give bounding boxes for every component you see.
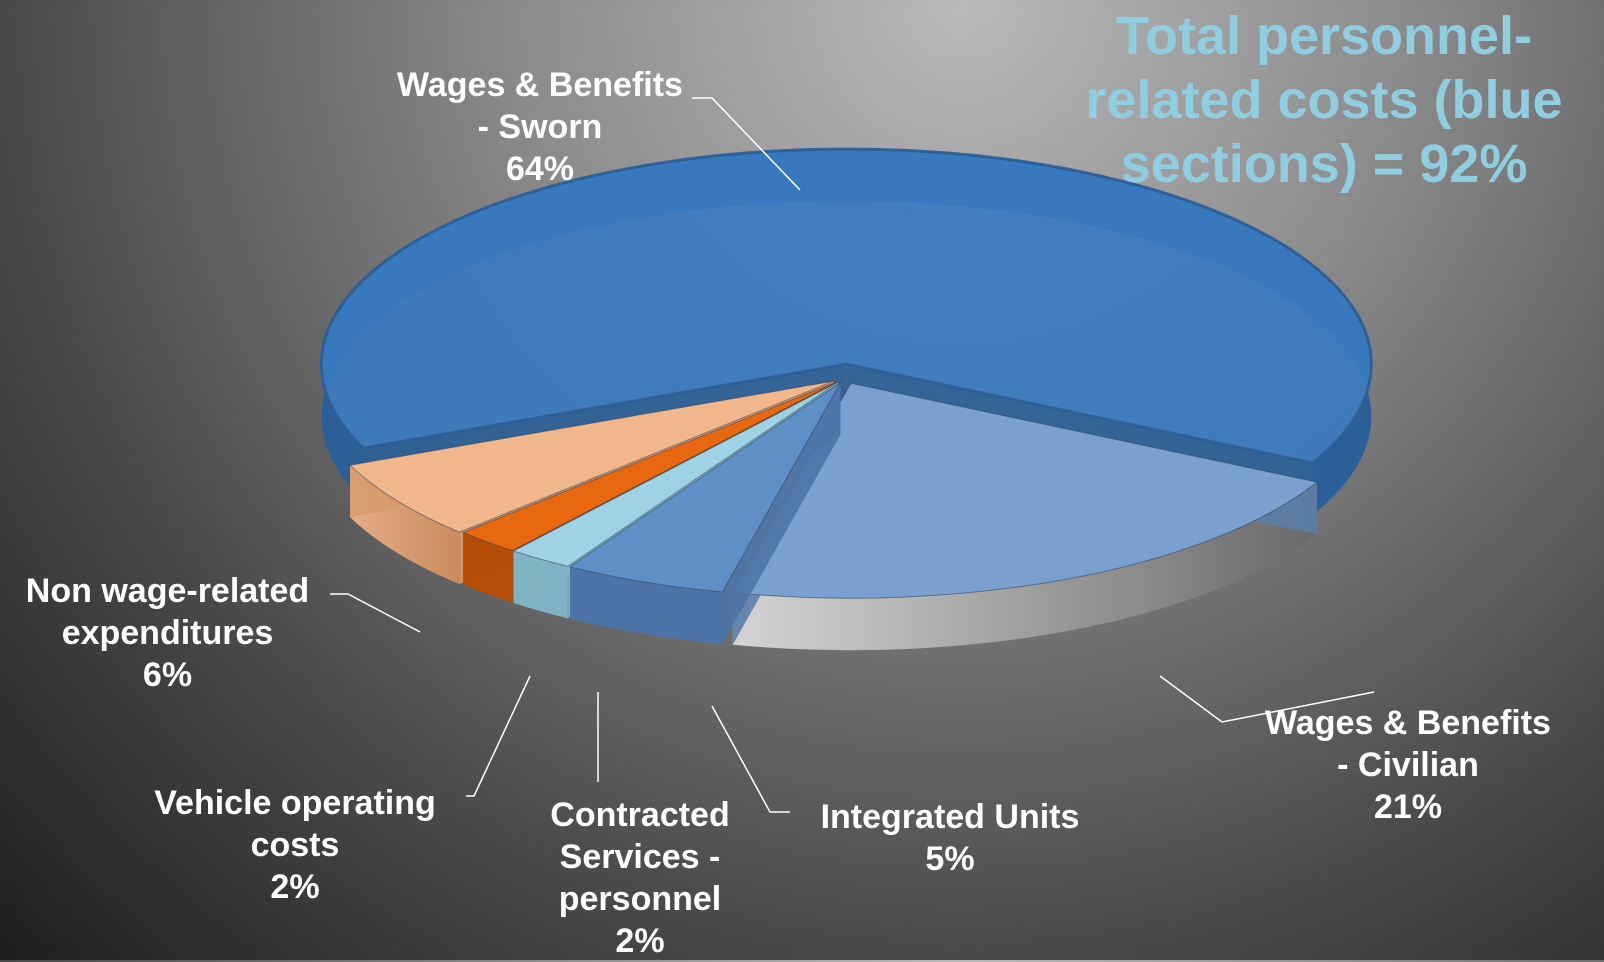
pie-slice-side-2 xyxy=(732,482,1317,651)
annotation-line3: sections) = 92% xyxy=(1120,134,1528,194)
slice-label-civilian-line1: Wages & Benefits xyxy=(1265,704,1551,742)
pie-slice-top-4 xyxy=(512,381,839,567)
slice-label-nonwage-value: 6% xyxy=(142,656,193,694)
leader-line-2 xyxy=(1159,675,1375,723)
leader-line-3 xyxy=(711,705,790,813)
slice-label-vehicle-line1: Vehicle operating xyxy=(154,784,436,822)
slice-label-sworn-value: 64% xyxy=(505,150,575,188)
slice-label-integrated: Integrated Units 5% xyxy=(800,796,1100,880)
slice-label-nonwage-line1: Non wage-related xyxy=(25,572,310,610)
slice-label-sworn: Wages & Benefits - Sworn 64% xyxy=(360,64,720,190)
slice-label-civilian: Wages & Benefits - Civilian 21% xyxy=(1238,702,1578,828)
leader-line-1 xyxy=(692,97,801,191)
slice-label-contracted-line2: Services - xyxy=(559,838,721,876)
annotation-line1: Total personnel- xyxy=(1115,6,1533,66)
pie-slice-3 xyxy=(568,382,841,645)
pie-slice-top-5 xyxy=(461,381,838,552)
pie-slice-top-1 xyxy=(319,147,1373,465)
slice-label-vehicle: Vehicle operating costs 2% xyxy=(130,782,460,908)
slice-label-contracted-line1: Contracted xyxy=(550,796,730,834)
annotation-total-personnel: Total personnel- related costs (blue sec… xyxy=(1084,4,1564,196)
slice-label-contracted: Contracted Services - personnel 2% xyxy=(510,794,770,962)
slice-label-integrated-value: 5% xyxy=(925,840,975,878)
slice-label-nonwage-line2: expenditures xyxy=(61,614,274,652)
slice-label-integrated-line1: Integrated Units xyxy=(820,798,1080,836)
pie-slice-top-2 xyxy=(731,382,1319,599)
slice-label-contracted-line3: personnel xyxy=(558,880,722,918)
slice-label-nonwage: Non wage-related expenditures 6% xyxy=(0,570,335,696)
slice-label-civilian-value: 21% xyxy=(1373,788,1443,826)
pie-slice-top-3 xyxy=(568,382,841,593)
pie-slice-top-6 xyxy=(349,380,834,533)
slice-label-contracted-value: 2% xyxy=(615,922,665,960)
annotation-line2: related costs (blue xyxy=(1085,70,1563,130)
slice-label-vehicle-line2: costs xyxy=(250,826,340,864)
slice-label-civilian-line2: - Civilian xyxy=(1337,746,1479,784)
slice-label-sworn-line2: - Sworn xyxy=(477,108,603,146)
slice-label-vehicle-value: 2% xyxy=(270,868,320,906)
leader-line-5 xyxy=(466,675,531,797)
slice-label-sworn-line1: Wages & Benefits xyxy=(397,66,683,104)
leader-line-6 xyxy=(330,593,421,633)
